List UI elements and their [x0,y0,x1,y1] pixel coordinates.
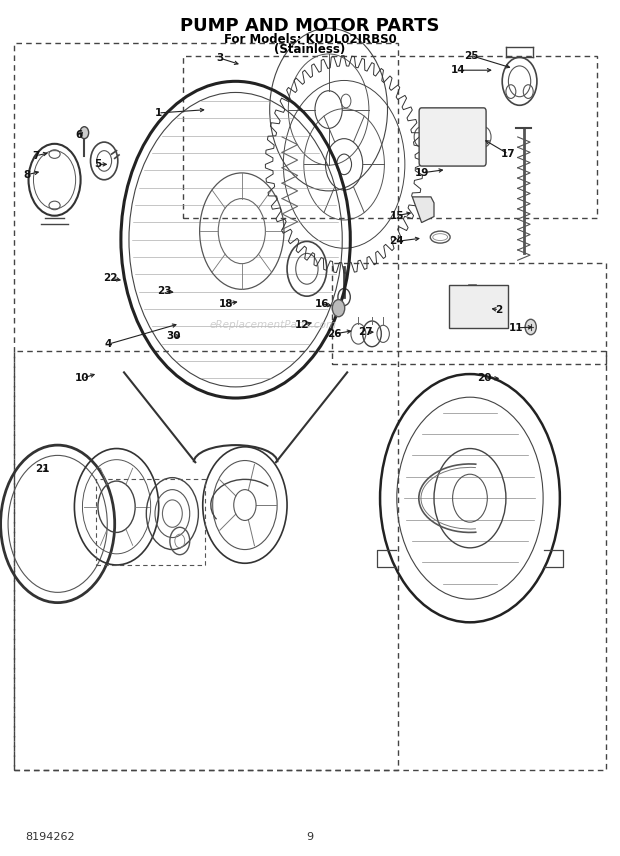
FancyBboxPatch shape [419,108,486,166]
Text: 27: 27 [358,327,373,337]
Text: 11: 11 [508,323,523,333]
Bar [14,351,606,770]
Text: 24: 24 [389,236,404,247]
Text: 16: 16 [314,299,329,309]
Text: 30: 30 [166,330,181,341]
Text: 9: 9 [306,832,314,842]
Text: 19: 19 [414,168,429,178]
Circle shape [332,300,345,317]
Text: 10: 10 [75,373,90,383]
Text: 22: 22 [103,273,118,283]
Text: 8: 8 [24,169,31,180]
Text: 5: 5 [94,159,102,169]
Circle shape [80,127,89,139]
Bar [96,479,205,565]
Bar [332,263,606,364]
Text: eReplacementParts.com: eReplacementParts.com [209,320,337,330]
Text: (Stainless): (Stainless) [275,43,345,56]
Text: 2: 2 [495,305,503,315]
Bar [14,43,398,770]
Text: 14: 14 [451,65,466,75]
Text: 6: 6 [76,130,83,140]
Bar [449,285,508,328]
Text: 20: 20 [477,373,492,383]
Bar [183,56,597,218]
Text: 1: 1 [154,108,162,118]
Circle shape [525,319,536,335]
Text: PUMP AND MOTOR PARTS: PUMP AND MOTOR PARTS [180,16,440,35]
Text: 18: 18 [219,299,234,309]
Polygon shape [412,197,434,223]
Text: For Models: KUDL02IRBS0: For Models: KUDL02IRBS0 [224,33,396,46]
Text: 15: 15 [389,211,404,221]
Text: 7: 7 [32,151,40,161]
Text: 12: 12 [295,320,310,330]
Text: 4: 4 [105,339,112,349]
Text: 8194262: 8194262 [25,832,74,842]
Text: 17: 17 [501,149,516,159]
Text: 3: 3 [216,53,224,63]
Text: 21: 21 [35,464,50,474]
Text: 25: 25 [464,51,479,61]
Text: 23: 23 [157,286,172,296]
Text: 26: 26 [327,329,342,339]
